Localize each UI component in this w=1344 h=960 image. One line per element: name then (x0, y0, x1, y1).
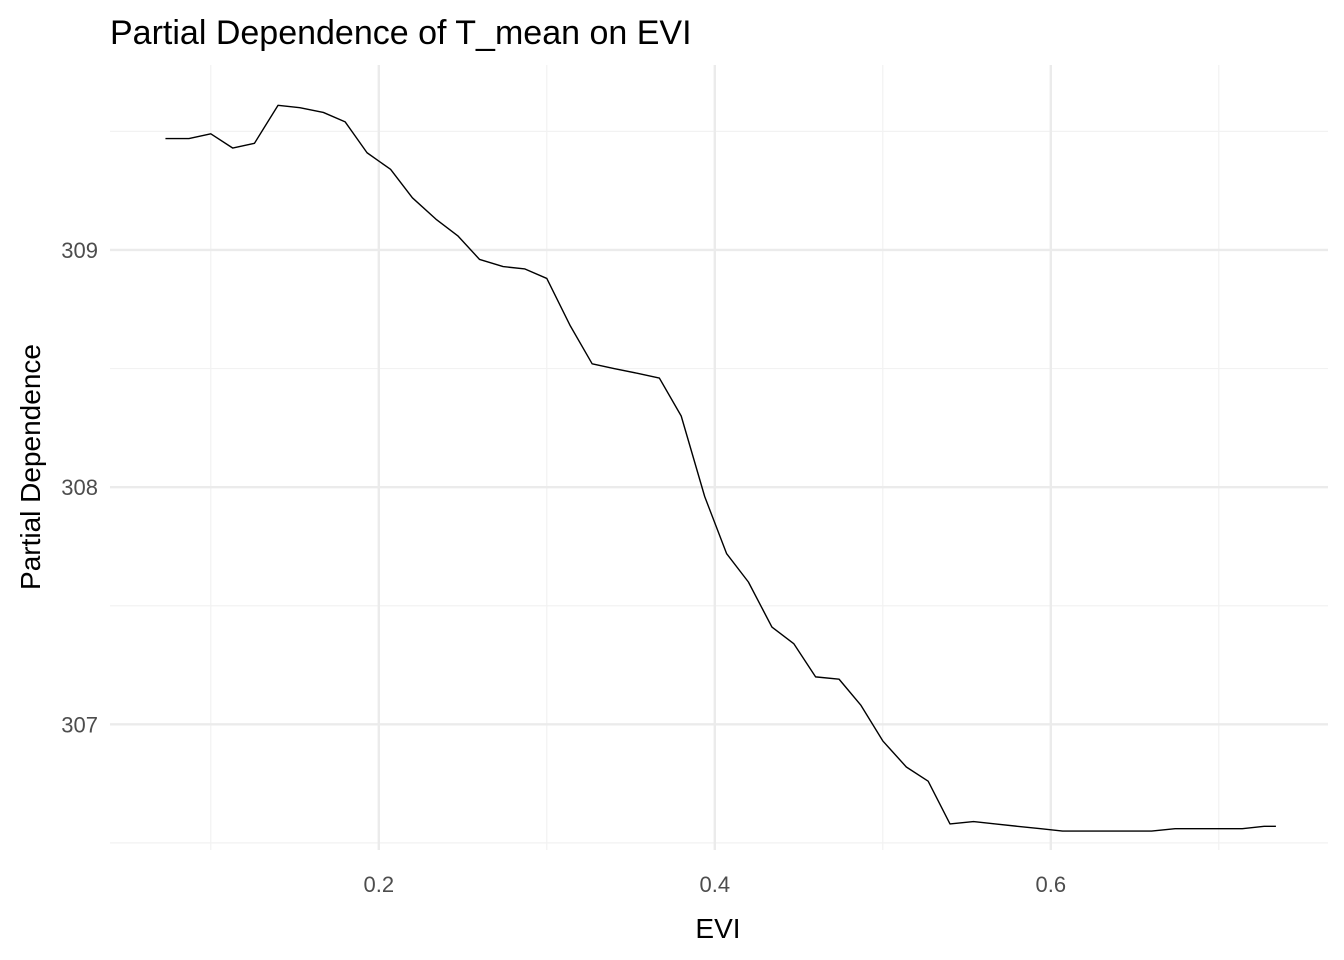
major-gridlines (110, 65, 1328, 850)
x-axis-tick-labels: 0.2 0.4 0.6 (364, 872, 1067, 897)
x-tick-label: 0.2 (364, 872, 395, 897)
series-line (165, 104, 1276, 832)
x-axis-title: EVI (695, 913, 740, 944)
chart-title: Partial Dependence of T_mean on EVI (110, 14, 692, 52)
minor-gridlines (110, 65, 1328, 850)
y-tick-label: 307 (61, 712, 98, 737)
y-tick-label: 308 (61, 475, 98, 500)
y-tick-label: 309 (61, 238, 98, 263)
x-tick-label: 0.4 (700, 872, 731, 897)
x-tick-label: 0.6 (1036, 872, 1067, 897)
y-axis-tick-labels: 307 308 309 (61, 238, 98, 737)
y-axis-title: Partial Dependence (15, 344, 46, 590)
